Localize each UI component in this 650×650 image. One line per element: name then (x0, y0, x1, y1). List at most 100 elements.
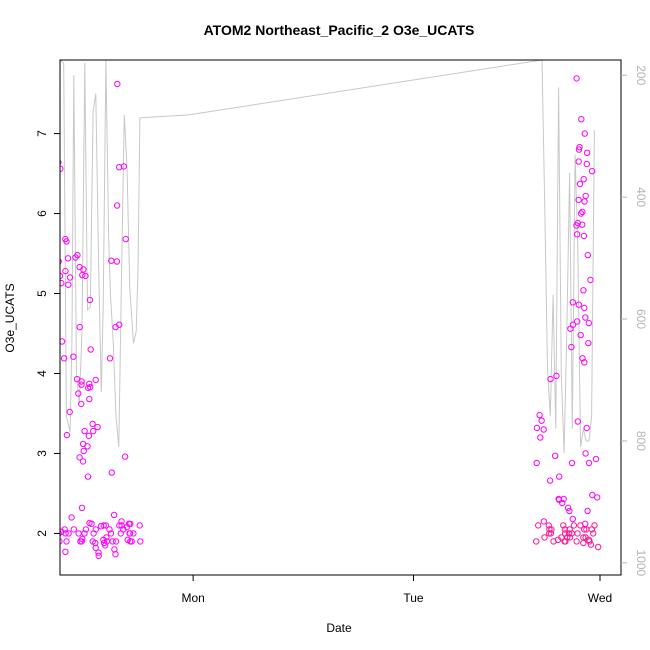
data-point (82, 272, 89, 280)
data-point (76, 454, 83, 461)
data-point (82, 526, 90, 533)
data-point (79, 271, 86, 279)
data-point (533, 459, 540, 467)
data-point (102, 522, 110, 529)
data-point (78, 504, 86, 511)
data-point (579, 208, 586, 216)
data-point (110, 511, 118, 519)
data-point (85, 432, 93, 440)
y-tick-label: 3 (35, 450, 49, 457)
data-point (97, 523, 105, 530)
data-point (81, 530, 88, 537)
x-axis-label: Date (326, 621, 352, 635)
data-point (77, 538, 84, 545)
data-point (585, 319, 592, 327)
data-point (108, 469, 116, 476)
data-point (584, 251, 591, 259)
data-point (62, 530, 69, 537)
data-point (90, 427, 97, 435)
data-point (581, 130, 588, 137)
y2-tick-label: 200 (634, 65, 648, 85)
data-point (86, 519, 93, 527)
data-point (113, 202, 121, 209)
data-point (556, 473, 563, 480)
data-point (585, 459, 593, 467)
data-point (116, 321, 123, 328)
data-point (137, 538, 144, 545)
data-point (112, 538, 120, 545)
data-point (70, 353, 77, 360)
data-point (103, 534, 110, 541)
data-point (577, 331, 584, 339)
y2-tick-label: 600 (634, 309, 648, 329)
data-point (569, 321, 577, 328)
data-point (130, 530, 137, 537)
data-point (540, 518, 547, 525)
data-point (60, 272, 64, 280)
plot-frame (59, 59, 622, 576)
data-point (533, 424, 541, 432)
data-point (136, 522, 143, 529)
data-point (564, 534, 571, 541)
data-point (566, 530, 573, 537)
data-point (576, 180, 584, 188)
data-point (65, 281, 72, 288)
x-axis: Mon Tue Wed (181, 575, 612, 605)
data-point (547, 375, 554, 383)
data-point (577, 210, 585, 217)
data-point (583, 160, 590, 168)
data-point (123, 523, 131, 531)
data-point (100, 522, 107, 529)
data-point (580, 176, 587, 183)
data-point (592, 455, 600, 463)
data-point (578, 116, 585, 123)
data-point (60, 338, 66, 345)
data-point (86, 395, 93, 403)
data-point (60, 279, 65, 287)
data-point (594, 543, 602, 551)
chart-title: ATOM2 Northeast_Pacific_2 O3e_UCATS (204, 22, 475, 38)
data-point (555, 496, 563, 503)
y-axis-label: O3e_UCATS (3, 283, 17, 352)
data-point (583, 526, 590, 533)
y-axis-left: 2 3 4 5 6 7 (35, 130, 60, 537)
data-point (106, 526, 113, 533)
data-point (589, 491, 596, 499)
data-point (579, 221, 586, 228)
data-point (569, 515, 576, 523)
data-point (554, 536, 562, 543)
data-point (583, 149, 591, 157)
y-tick-label: 4 (35, 370, 49, 377)
data-point (552, 452, 559, 459)
data-point (579, 355, 586, 362)
x-tick-label: Mon (181, 591, 204, 605)
x-tick-label: Wed (588, 591, 612, 605)
data-point (78, 381, 85, 388)
data-point (573, 231, 581, 238)
data-point (125, 520, 133, 527)
data-point (62, 267, 69, 275)
data-point (63, 538, 70, 545)
data-point (66, 274, 74, 281)
data-point (545, 522, 552, 529)
data-point (546, 526, 553, 533)
data-point (582, 534, 589, 541)
data-point (84, 443, 91, 450)
data-point (92, 539, 99, 547)
data-point (537, 434, 544, 441)
data-point (65, 530, 72, 537)
plot-area (60, 60, 602, 559)
data-point (588, 168, 596, 175)
data-point (582, 192, 589, 200)
data-point (568, 459, 576, 467)
data-point (92, 526, 100, 533)
data-point (86, 380, 93, 388)
data-point (584, 507, 591, 515)
data-point (566, 534, 574, 541)
y2-tick-label: 800 (634, 431, 648, 451)
data-point (75, 390, 82, 397)
data-point (79, 458, 87, 465)
data-point (573, 538, 580, 545)
data-point (585, 339, 592, 347)
